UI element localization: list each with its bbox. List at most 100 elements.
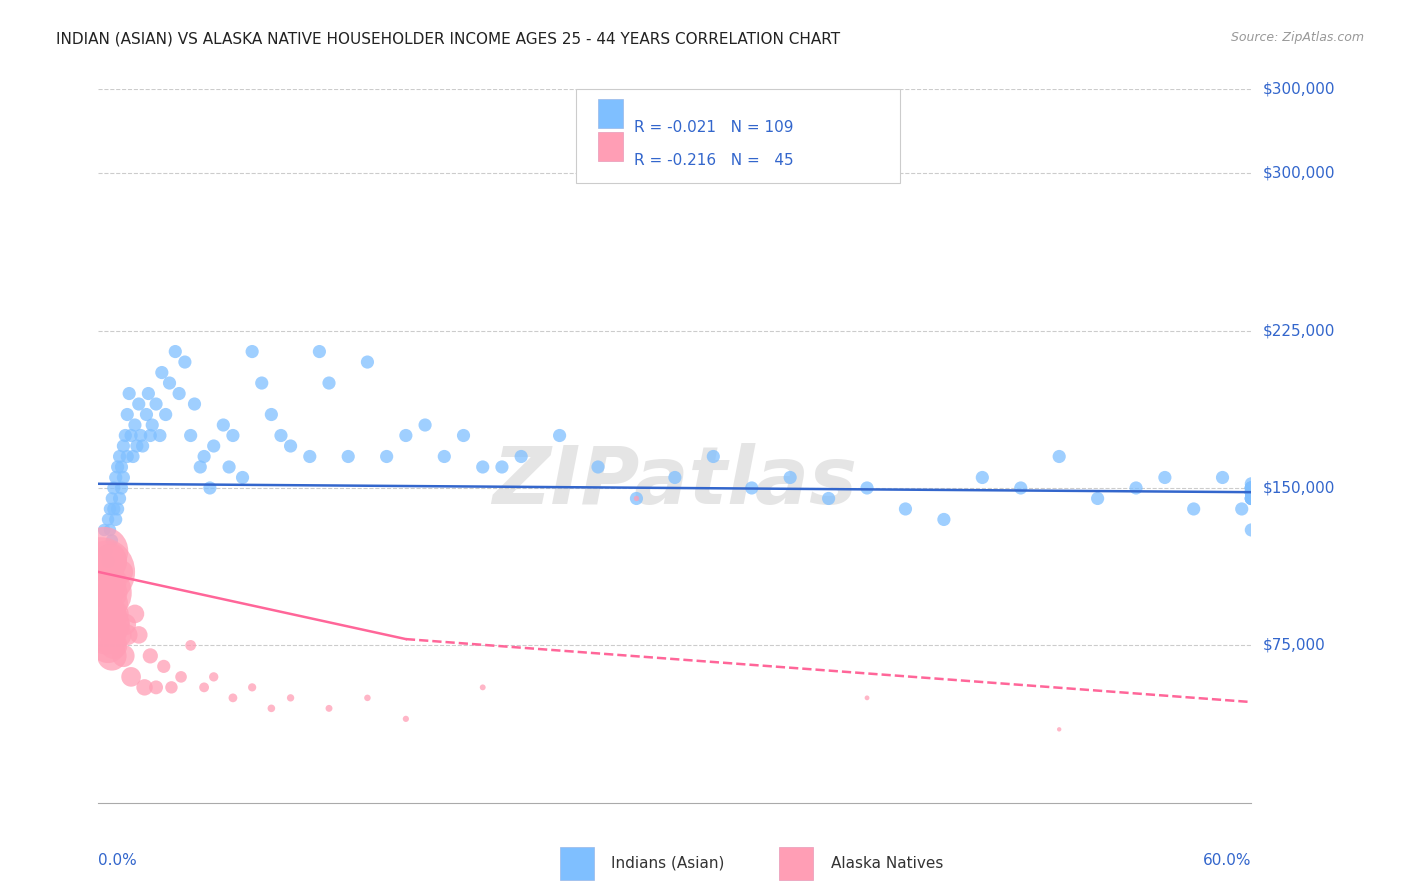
Point [97, 512, 120, 526]
Point [193, 450, 215, 464]
Point [97, 575, 120, 590]
Point [298, 450, 321, 464]
Point [222, 428, 245, 442]
Point [318, 376, 340, 390]
Point [471, 460, 494, 475]
Point [97, 639, 120, 653]
Point [117, 450, 138, 464]
Point [104, 470, 127, 484]
Point [103, 502, 125, 516]
Point [128, 397, 150, 411]
Point [626, 491, 648, 506]
Point [107, 460, 129, 475]
Point [112, 648, 135, 663]
Point [129, 428, 152, 442]
Point [110, 565, 132, 579]
Point [180, 428, 202, 442]
Point [856, 481, 879, 495]
Text: Indians (Asian): Indians (Asian) [612, 856, 725, 871]
Point [972, 470, 994, 484]
Point [98, 502, 121, 516]
Point [120, 428, 142, 442]
Point [114, 428, 136, 442]
Point [471, 681, 494, 695]
Point [141, 417, 163, 432]
Text: 0.0%: 0.0% [98, 853, 138, 868]
Point [103, 596, 125, 610]
Point [152, 659, 174, 673]
Point [174, 355, 197, 369]
Point [91, 586, 114, 600]
Point [702, 450, 724, 464]
Point [124, 607, 146, 621]
Text: $225,000: $225,000 [1263, 323, 1334, 338]
Point [101, 491, 124, 506]
Point [1240, 491, 1263, 506]
Point [375, 450, 398, 464]
Point [280, 690, 302, 705]
Point [1240, 491, 1263, 506]
Point [98, 523, 121, 537]
Point [250, 376, 273, 390]
Point [1240, 481, 1263, 495]
Point [1125, 481, 1147, 495]
Point [1240, 481, 1263, 495]
Point [167, 386, 190, 401]
Point [159, 376, 181, 390]
Text: Alaska Natives: Alaska Natives [831, 856, 943, 871]
Point [117, 408, 138, 422]
Point [1240, 491, 1263, 506]
Point [1240, 485, 1263, 500]
Point [308, 344, 330, 359]
Point [114, 617, 136, 632]
Point [932, 512, 955, 526]
Point [1154, 470, 1177, 484]
Point [218, 460, 240, 475]
Point [139, 428, 162, 442]
Point [155, 408, 177, 422]
Point [98, 617, 121, 632]
Point [1240, 485, 1263, 500]
Point [145, 397, 167, 411]
Point [122, 450, 145, 464]
Point [1240, 523, 1263, 537]
Point [120, 670, 142, 684]
Text: R = -0.021   N = 109: R = -0.021 N = 109 [634, 120, 793, 135]
Point [110, 460, 132, 475]
Point [135, 408, 157, 422]
Point [212, 417, 235, 432]
Point [626, 491, 648, 506]
FancyBboxPatch shape [779, 847, 813, 880]
Point [91, 617, 114, 632]
Point [1010, 481, 1032, 495]
Point [108, 628, 131, 642]
Point [1240, 485, 1263, 500]
Point [260, 408, 283, 422]
Point [97, 554, 120, 568]
Point [165, 344, 187, 359]
Point [240, 344, 263, 359]
Point [107, 617, 129, 632]
Point [240, 681, 263, 695]
Point [1240, 485, 1263, 500]
Text: INDIAN (ASIAN) VS ALASKA NATIVE HOUSEHOLDER INCOME AGES 25 - 44 YEARS CORRELATIO: INDIAN (ASIAN) VS ALASKA NATIVE HOUSEHOL… [56, 31, 841, 46]
Point [548, 428, 571, 442]
Point [104, 512, 127, 526]
Point [108, 491, 131, 506]
Point [101, 648, 124, 663]
Point [894, 502, 917, 516]
Point [1087, 491, 1109, 506]
Point [124, 417, 146, 432]
Point [202, 439, 225, 453]
Point [1240, 481, 1263, 495]
Point [395, 712, 418, 726]
Point [118, 386, 141, 401]
Point [856, 690, 879, 705]
Point [1240, 485, 1263, 500]
Point [193, 681, 215, 695]
Text: $75,000: $75,000 [1263, 638, 1326, 653]
FancyBboxPatch shape [560, 847, 595, 880]
Text: 60.0%: 60.0% [1204, 853, 1251, 868]
Point [337, 450, 360, 464]
Point [453, 428, 475, 442]
